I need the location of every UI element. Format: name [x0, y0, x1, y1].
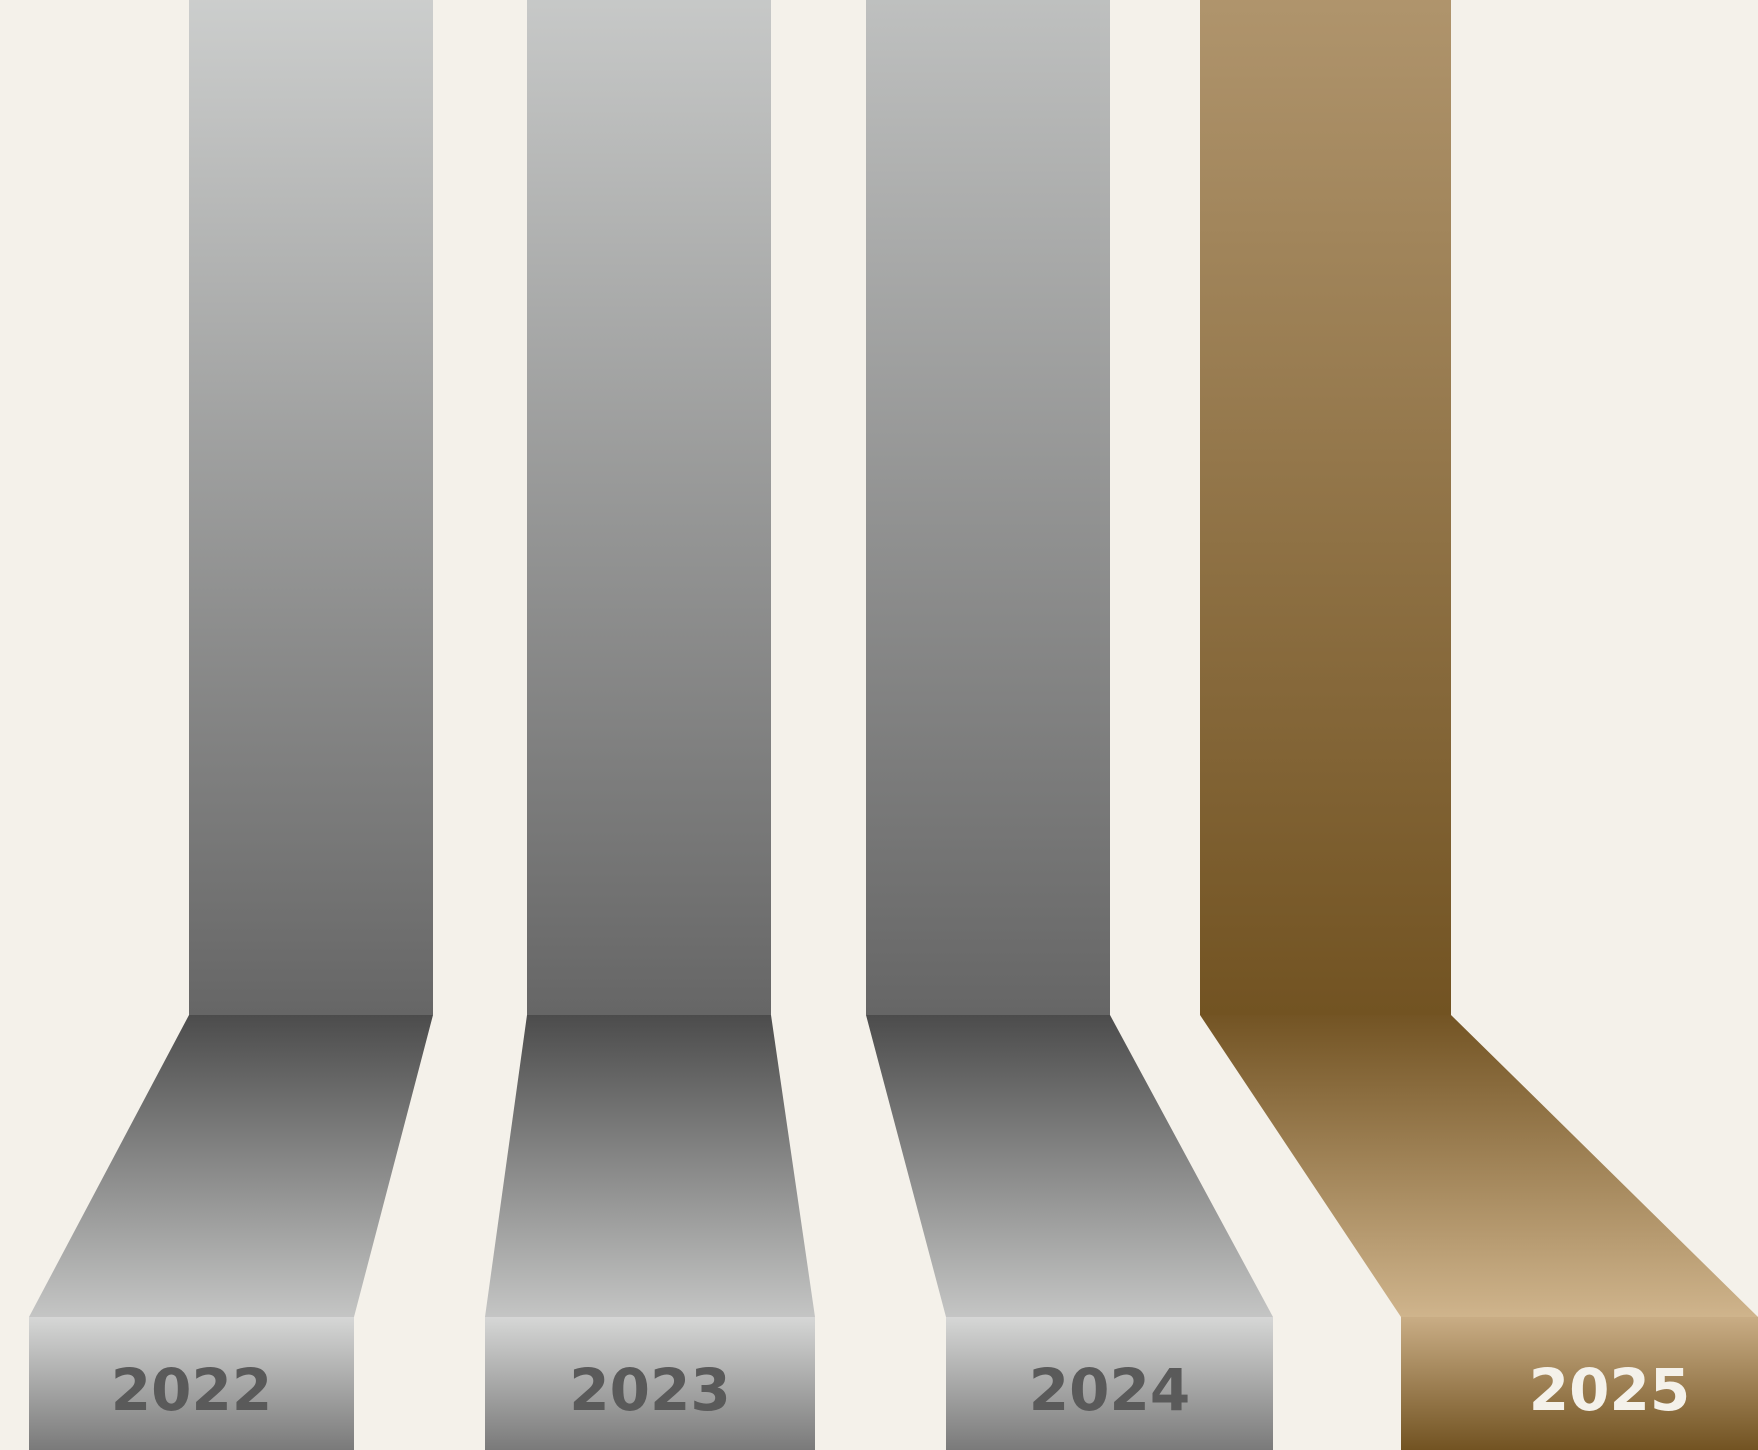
bar-2024: [866, 0, 1110, 1015]
bar-group-2025: 20254 351: [1200, 0, 1758, 1450]
bar-2025: [1200, 0, 1451, 1015]
bar-floor-2025: [1200, 1015, 1758, 1317]
bar-group-2024: 20243 986: [866, 0, 1273, 1450]
bar-2022: [189, 0, 433, 1015]
year-strip-2025: [1401, 1317, 1758, 1450]
tick-label-2024: 2024: [1029, 1356, 1190, 1424]
year-strip-2022: [29, 1317, 354, 1450]
bar-2023: [527, 0, 771, 1015]
bar-floor-2023: [485, 1015, 815, 1317]
bar-group-2023: 20233 819: [485, 0, 815, 1450]
year-strip-2023: [485, 1317, 815, 1450]
tick-label-2022: 2022: [111, 1356, 272, 1424]
year-strip-2024: [946, 1317, 1273, 1450]
tick-label-2025: 2025: [1529, 1356, 1690, 1424]
tick-label-2023: 2023: [569, 1356, 730, 1424]
bar-floor-2022: [29, 1015, 433, 1317]
bar-floor-2024: [866, 1015, 1273, 1317]
bar-group-2022: 20223 729: [29, 0, 433, 1450]
